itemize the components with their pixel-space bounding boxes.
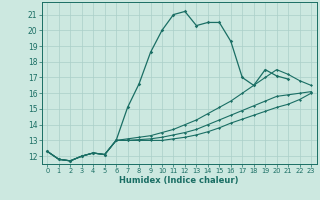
X-axis label: Humidex (Indice chaleur): Humidex (Indice chaleur) [119, 176, 239, 185]
